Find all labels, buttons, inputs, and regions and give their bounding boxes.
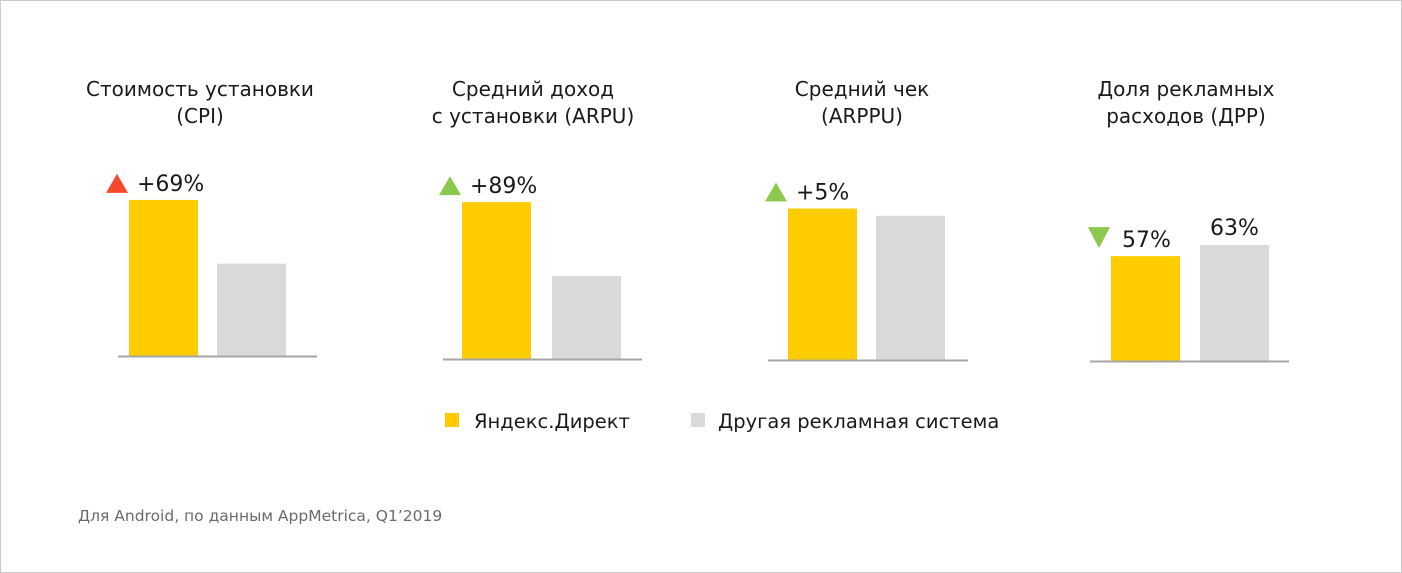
legend: Яндекс.Директ Другая рекламная система — [445, 410, 999, 433]
delta-label-cpi: +69% — [137, 172, 204, 197]
chart-title-cpi-line-1: Стоимость установки — [86, 77, 314, 101]
bar-cpi-other-system — [217, 263, 286, 356]
triangle-down-icon — [1088, 227, 1110, 249]
chart-panel-arppu: Средний чек (ARPPU) +5% — [765, 77, 968, 362]
chart-panel-cpi: Стоимость установки (CPI) +69% — [86, 77, 317, 358]
triangle-up-icon — [439, 176, 461, 196]
chart-title-drr-line-1: Доля рекламных — [1098, 77, 1275, 101]
chart-title-arppu-line-2: (ARPPU) — [821, 104, 903, 128]
bar-drr-yandex-direct — [1111, 256, 1180, 361]
bar-arpu-yandex-direct — [462, 202, 531, 359]
triangle-up-icon — [106, 173, 128, 193]
delta-label-arpu: +89% — [470, 174, 537, 199]
legend-swatch-other-system — [691, 413, 705, 427]
bar-arppu-yandex-direct — [788, 208, 857, 360]
chart-title-drr-line-2: расходов (ДРР) — [1106, 104, 1266, 128]
chart-title-arpu-line-2: с установки (ARPU) — [432, 104, 635, 128]
triangle-up-icon — [765, 182, 787, 202]
delta-label-arppu: +5% — [796, 181, 849, 206]
bar-cpi-yandex-direct — [129, 199, 198, 356]
delta-label-drr: 57% — [1122, 228, 1171, 253]
chart-title-arppu-line-1: Средний чек — [795, 77, 929, 101]
legend-swatch-yandex-direct — [445, 413, 459, 427]
footnote: Для Android, по данным AppMetrica, Q1’20… — [78, 507, 442, 525]
value-label-drr-other-system: 63% — [1210, 216, 1259, 241]
legend-label-yandex-direct: Яндекс.Директ — [474, 410, 630, 433]
legend-label-other-system: Другая рекламная система — [718, 410, 999, 433]
chart-panel-drr: Доля рекламных расходов (ДРР) 57% 63% — [1088, 77, 1289, 363]
bar-arpu-other-system — [552, 276, 621, 359]
bar-drr-other-system — [1200, 245, 1269, 361]
chart-title-arpu-line-1: Средний доход — [452, 77, 614, 101]
bar-arppu-other-system — [876, 215, 945, 360]
chart-title-cpi-line-2: (CPI) — [176, 104, 224, 128]
chart-panel-arpu: Средний доход с установки (ARPU) +89% — [432, 77, 642, 361]
